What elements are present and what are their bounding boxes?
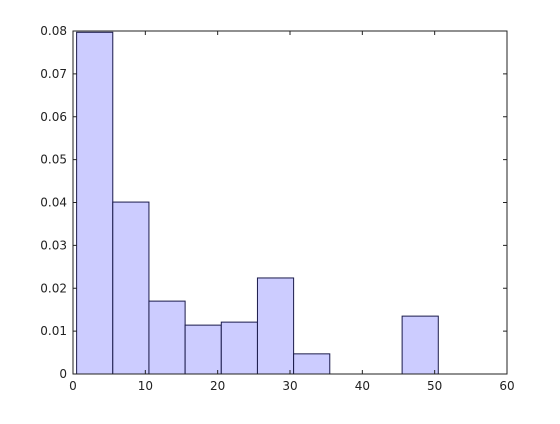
bar bbox=[184, 324, 222, 375]
x-tick-label: 30 bbox=[282, 379, 297, 393]
x-tick-label: 50 bbox=[427, 379, 442, 393]
x-tick-label: 40 bbox=[355, 379, 370, 393]
y-tick-label: 0.08 bbox=[40, 24, 67, 38]
bar bbox=[256, 277, 295, 375]
bar bbox=[76, 31, 114, 375]
bar bbox=[112, 201, 150, 375]
y-tick-label: 0.04 bbox=[40, 196, 67, 210]
x-tick-label: 0 bbox=[69, 379, 77, 393]
bar bbox=[220, 321, 258, 375]
y-tick-label: 0.07 bbox=[40, 67, 67, 81]
y-tick-label: 0 bbox=[59, 367, 67, 381]
y-tick-label: 0.01 bbox=[40, 324, 67, 338]
x-tick-label: 20 bbox=[210, 379, 225, 393]
y-tick-label: 0.03 bbox=[40, 238, 67, 252]
bar bbox=[293, 353, 331, 375]
x-tick-label: 10 bbox=[138, 379, 153, 393]
bar bbox=[401, 315, 439, 375]
y-tick-label: 0.06 bbox=[40, 110, 67, 124]
bar bbox=[148, 300, 186, 375]
y-tick-label: 0.05 bbox=[40, 153, 67, 167]
y-tick-label: 0.02 bbox=[40, 281, 67, 295]
x-tick-label: 60 bbox=[499, 379, 514, 393]
